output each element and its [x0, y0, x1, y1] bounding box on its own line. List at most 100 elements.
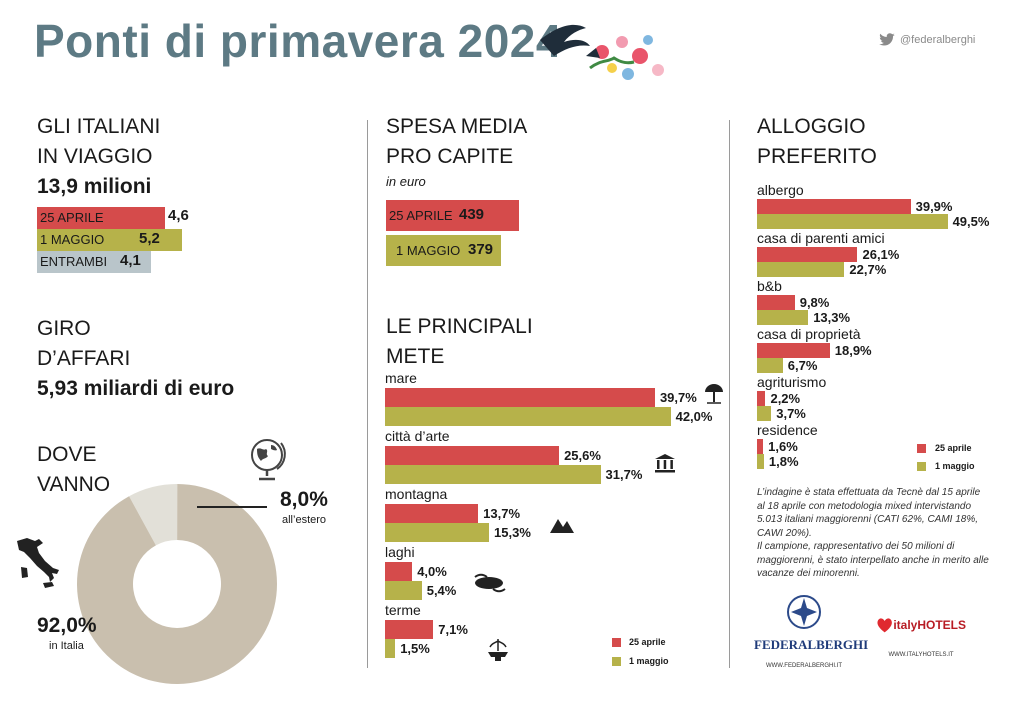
mete-heading-line1: LE PRINCIPALI — [386, 315, 533, 338]
alloggio-chart: albergo 39,9% 49,5% casa di parenti amici 26… — [757, 182, 1007, 482]
value-montagna-1-maggio: 15,3% — [494, 524, 531, 540]
italyhotels-logo[interactable]: italy HOTELS WWW.ITALYHOTELS.IT — [876, 612, 966, 658]
spesa-bar-1-maggio — [386, 235, 501, 266]
italyhotels-prefix: italy — [893, 618, 918, 632]
twitter-handle[interactable]: @federalberghi — [878, 33, 975, 47]
viaggio-heading: GLI ITALIANI IN VIAGGIO 13,9 milioni — [37, 112, 160, 202]
category-laghi: laghi — [385, 544, 415, 560]
value-terme-1-maggio: 1,5% — [400, 640, 430, 656]
spa-fountain-icon — [488, 639, 508, 661]
italyhotels-url[interactable]: WWW.ITALYHOTELS.IT — [888, 652, 954, 658]
spesa-unit: in euro — [386, 174, 426, 189]
value-mare-1-maggio: 42,0% — [675, 408, 713, 424]
bar-montagna-1-maggio — [385, 523, 490, 542]
mete-legend-1-maggio: 1 maggio — [629, 656, 669, 666]
bar-mare-1-maggio — [385, 407, 671, 426]
dove-heading-line2: VANNO — [37, 473, 111, 496]
bar-casa-di-parenti-amici-25-aprile — [757, 247, 858, 262]
alloggio-heading-line1: ALLOGGIO — [757, 115, 866, 138]
value-casa-di-parenti-amici-25-aprile: 26,1% — [862, 246, 900, 262]
bar-casa-di-propriet-25-aprile — [757, 343, 830, 358]
mete-heading: LE PRINCIPALI METE — [386, 312, 533, 372]
category-albergo: albergo — [757, 182, 804, 198]
spesa-label-25-aprile: 25 APRILE — [389, 208, 453, 223]
bar-albergo-25-aprile — [757, 199, 911, 214]
viaggio-bar-1-maggio — [37, 229, 182, 251]
estero-leader-line — [197, 506, 267, 508]
value-residence-1-maggio: 1,8% — [768, 453, 799, 469]
bar-citt-d-arte-25-aprile — [385, 446, 560, 465]
mete-heading-line2: METE — [386, 345, 445, 368]
federalberghi-logo[interactable]: FEDERALBERGHI WWW.FEDERALBERGHI.IT — [754, 592, 869, 669]
mountain-icon — [550, 519, 574, 533]
value-albergo-1-maggio: 49,5% — [952, 213, 990, 229]
flowers-icon — [586, 35, 664, 80]
bar-albergo-1-maggio — [757, 214, 948, 229]
bar-citt-d-arte-1-maggio — [385, 465, 601, 484]
bar-residence-1-maggio — [757, 454, 764, 469]
value-montagna-25-aprile: 13,7% — [483, 505, 521, 521]
viaggio-total: 13,9 milioni — [37, 175, 152, 198]
mete-legend-swatch-1-maggio — [612, 657, 621, 666]
viaggio-bar-25-aprile — [37, 207, 165, 229]
category-terme: terme — [385, 602, 421, 618]
twitter-handle-text: @federalberghi — [900, 34, 976, 46]
spesa-heading-line2: PRO CAPITE — [386, 145, 514, 168]
viaggio-value-25-aprile: 4,6 — [168, 207, 189, 224]
viaggio-bar-entrambi — [37, 251, 151, 273]
alloggio-legend-swatch-25-aprile — [917, 444, 926, 453]
dove-heading: DOVE VANNO — [37, 440, 110, 500]
affari-value: 5,93 miliardi di euro — [37, 377, 235, 400]
bar-laghi-25-aprile — [385, 562, 413, 581]
affari-heading: GIRO D’AFFARI 5,93 miliardi di euro — [37, 314, 234, 404]
category-mare: mare — [385, 370, 417, 386]
value-agriturismo-25-aprile: 2,2% — [770, 390, 801, 406]
spesa-value-25-aprile: 439 — [459, 206, 485, 223]
category-agriturismo: agriturismo — [757, 374, 827, 390]
value-casa-di-parenti-amici-1-maggio: 22,7% — [849, 261, 887, 277]
category-montagna: montagna — [385, 486, 448, 502]
spesa-heading-line1: SPESA MEDIA — [386, 115, 528, 138]
dove-donut-chart — [77, 484, 278, 684]
value-agriturismo-1-maggio: 3,7% — [776, 405, 806, 421]
federalberghi-emblem-icon — [787, 595, 821, 629]
value-casa-di-propriet-25-aprile: 18,9% — [834, 342, 872, 358]
affari-heading-line2: D’AFFARI — [37, 347, 131, 370]
lake-icon — [474, 573, 506, 593]
value-mare-25-aprile: 39,7% — [659, 389, 697, 405]
heart-icon — [877, 618, 892, 633]
bar-mare-25-aprile — [385, 388, 655, 407]
spesa-heading: SPESA MEDIA PRO CAPITE in euro — [386, 112, 527, 192]
federalberghi-name: FEDERALBERGHI — [754, 637, 869, 652]
mete-legend-25-aprile: 25 aprile — [629, 637, 666, 647]
value-residence-25-aprile: 1,6% — [768, 438, 798, 454]
alloggio-legend-swatch-1-maggio — [917, 462, 926, 471]
federalberghi-url[interactable]: WWW.FEDERALBERGHI.IT — [765, 663, 842, 669]
twitter-bird-icon — [879, 33, 895, 46]
bar-casa-di-parenti-amici-1-maggio — [757, 262, 845, 277]
museum-icon — [655, 454, 675, 473]
italyhotels-suffix: HOTELS — [917, 618, 966, 632]
spesa-label-1-maggio: 1 MAGGIO — [396, 243, 461, 258]
bar-terme-25-aprile — [385, 620, 434, 639]
italia-label: in Italia — [49, 640, 84, 652]
bar-montagna-25-aprile — [385, 504, 479, 523]
column-divider-1 — [367, 120, 368, 668]
viaggio-chart: 25 APRILE 4,6 1 MAGGIO 5,2 ENTRAMBI 4,1 — [37, 207, 337, 277]
donut-slice-italia — [77, 484, 278, 684]
affari-heading-line1: GIRO — [37, 317, 91, 340]
value-casa-di-propriet-1-maggio: 6,7% — [787, 357, 818, 373]
dove-heading-line1: DOVE — [37, 443, 97, 466]
bar-agriturismo-25-aprile — [757, 391, 766, 406]
estero-label: all’estero — [282, 514, 327, 526]
category-casa-di-parenti-amici: casa di parenti amici — [757, 230, 885, 246]
column-divider-2 — [729, 120, 730, 668]
mete-chart: mare 39,7% 42,0% città d’arte 25,6% 31,7% mont… — [385, 370, 725, 670]
viaggio-heading-line2: IN VIAGGIO — [37, 145, 153, 168]
bar-b-b-25-aprile — [757, 295, 795, 310]
value-citt-d-arte-25-aprile: 25,6% — [564, 447, 601, 463]
category-citt-d-arte: città d’arte — [385, 428, 450, 444]
estero-percent: 8,0% — [280, 488, 328, 511]
survey-note-p1: L’indagine è stata effettuata da Tecnè d… — [757, 487, 981, 539]
value-citt-d-arte-1-maggio: 31,7% — [605, 466, 643, 482]
